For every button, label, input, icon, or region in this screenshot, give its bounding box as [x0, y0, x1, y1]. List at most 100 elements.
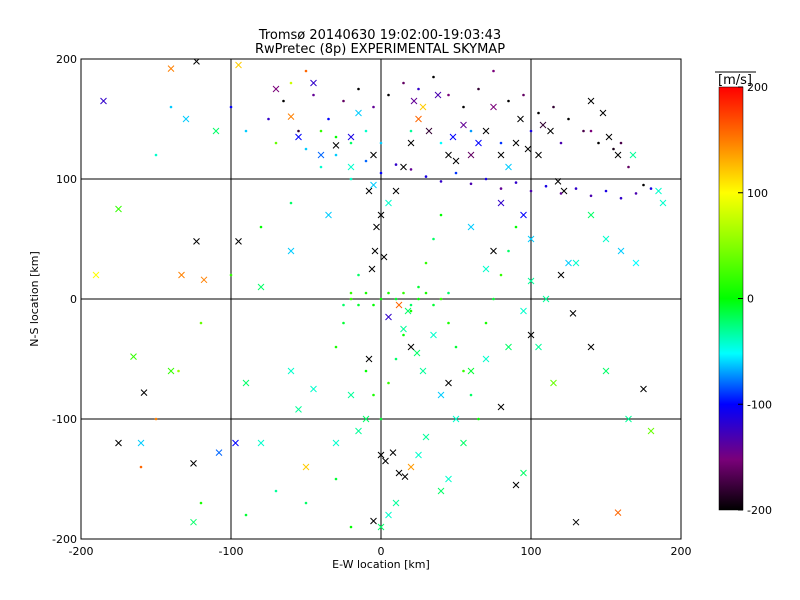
data-point-x	[482, 127, 490, 135]
data-point-dot	[402, 333, 405, 337]
data-point-dot	[484, 177, 488, 181]
data-point-x	[434, 91, 442, 99]
data-point-dot	[364, 369, 368, 373]
data-point-x	[373, 223, 380, 231]
data-point-dot	[544, 184, 548, 188]
data-point-x	[554, 178, 562, 185]
x-tick-label: -200	[69, 545, 94, 558]
data-point-x	[395, 301, 403, 309]
data-point-x	[614, 151, 622, 159]
data-point-x	[520, 469, 527, 477]
data-point-x	[365, 187, 373, 195]
data-point-dot	[379, 297, 383, 301]
plot-frame	[80, 58, 682, 540]
data-point-x	[167, 65, 175, 72]
data-point-dot	[432, 303, 435, 307]
data-point-dot	[514, 225, 518, 229]
data-point-dot	[379, 417, 383, 421]
data-point-dot	[499, 273, 503, 277]
data-point-x	[490, 103, 497, 111]
data-point-dot	[409, 129, 413, 133]
data-point-x	[587, 211, 595, 219]
data-point-dot	[559, 192, 563, 195]
data-point-x	[407, 463, 415, 471]
data-point-dot	[499, 187, 503, 190]
data-point-x	[380, 253, 388, 261]
data-point-x	[452, 415, 460, 423]
data-point-dot	[424, 175, 428, 178]
data-point-x	[505, 343, 512, 351]
data-point-x	[614, 509, 622, 516]
y-tick-label: -100	[52, 413, 77, 426]
data-point-dot	[334, 153, 338, 157]
data-point-dot	[334, 345, 338, 349]
data-point-dot	[289, 201, 293, 205]
data-point-dot	[364, 291, 368, 295]
data-point-dot	[387, 291, 390, 295]
data-point-dot	[537, 111, 540, 115]
data-point-x	[347, 391, 355, 399]
data-point-dot	[154, 417, 158, 421]
data-point-dot	[229, 273, 233, 277]
data-point-x	[385, 511, 392, 519]
data-point-dot	[612, 147, 615, 151]
data-point-x	[625, 415, 632, 423]
data-point-x	[535, 343, 542, 351]
data-point-x	[257, 283, 265, 291]
data-point-x	[550, 379, 557, 387]
data-point-x	[295, 406, 302, 413]
data-point-dot	[492, 69, 495, 73]
data-point-dot	[169, 105, 173, 109]
data-point-x	[355, 109, 362, 117]
data-point-x	[401, 473, 409, 480]
data-point-dot	[349, 525, 353, 529]
data-point-x	[368, 265, 376, 273]
data-point-x	[527, 331, 535, 339]
data-point-x	[178, 271, 185, 279]
data-point-x	[332, 439, 340, 447]
data-point-dot	[304, 501, 308, 505]
data-point-x	[92, 271, 100, 279]
data-point-x	[310, 385, 317, 393]
data-point-dot	[312, 93, 315, 97]
data-point-dot	[642, 183, 645, 187]
data-point-dot	[462, 369, 465, 373]
data-point-x	[140, 389, 148, 396]
data-point-dot	[454, 345, 458, 349]
data-point-x	[572, 518, 580, 526]
data-point-x	[557, 271, 565, 279]
data-point-dot	[334, 135, 338, 139]
data-point-x	[115, 205, 122, 213]
data-point-dot	[589, 194, 593, 198]
data-point-dot	[477, 87, 480, 91]
data-point-dot	[177, 369, 180, 373]
data-point-dot	[447, 93, 450, 97]
data-point-dot	[424, 261, 428, 265]
data-point-dot	[349, 297, 353, 301]
data-point-x	[212, 127, 220, 135]
colorbar-tick-label: -100	[747, 398, 772, 411]
data-point-dot	[199, 321, 203, 325]
data-point-x	[325, 211, 332, 219]
data-point-x	[467, 151, 475, 159]
data-point-x	[599, 109, 607, 117]
data-point-x	[365, 355, 373, 363]
data-point-dot	[507, 99, 510, 103]
scatter-points	[92, 59, 667, 531]
y-tick-label: 200	[56, 53, 77, 66]
data-point-x	[527, 235, 535, 243]
data-point-x	[182, 115, 190, 123]
data-point-dot	[139, 465, 143, 469]
y-axis-ticks: -200 -100 0 100 200	[52, 53, 77, 546]
data-point-x	[272, 85, 280, 93]
data-point-dot	[409, 168, 413, 171]
data-point-dot	[349, 177, 353, 181]
data-point-x	[370, 517, 377, 525]
data-point-x	[355, 427, 362, 435]
data-point-dot	[402, 81, 405, 85]
colorbar-tick-label: -200	[747, 504, 772, 517]
data-point-dot	[342, 321, 345, 325]
data-point-x	[490, 247, 497, 255]
data-point-x	[235, 238, 242, 245]
data-point-x	[400, 163, 407, 171]
